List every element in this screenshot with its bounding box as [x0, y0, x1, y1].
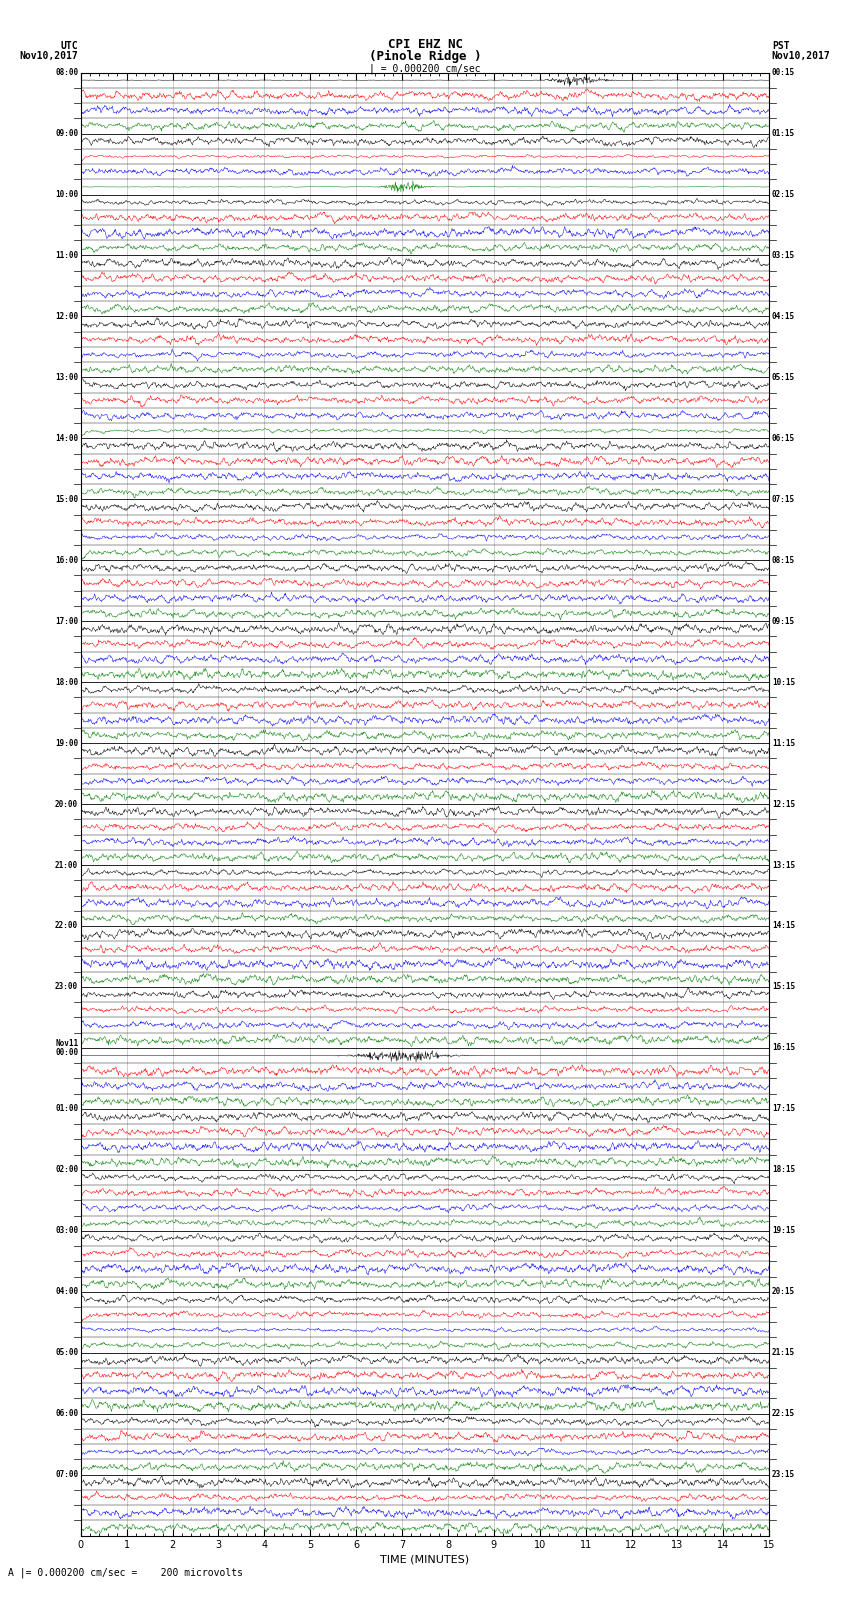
Text: Nov10,2017: Nov10,2017 — [772, 52, 830, 61]
Text: 14:00: 14:00 — [55, 434, 78, 444]
Text: 23:15: 23:15 — [772, 1469, 795, 1479]
Text: 16:15: 16:15 — [772, 1044, 795, 1052]
Text: 05:15: 05:15 — [772, 373, 795, 382]
Text: 07:00: 07:00 — [55, 1469, 78, 1479]
Text: 10:15: 10:15 — [772, 677, 795, 687]
Text: 11:00: 11:00 — [55, 252, 78, 260]
Text: PST: PST — [772, 40, 790, 50]
Text: 20:15: 20:15 — [772, 1287, 795, 1297]
Text: 00:00: 00:00 — [55, 1048, 78, 1057]
Text: 06:00: 06:00 — [55, 1410, 78, 1418]
Text: 03:00: 03:00 — [55, 1226, 78, 1236]
X-axis label: TIME (MINUTES): TIME (MINUTES) — [381, 1555, 469, 1565]
Text: 21:15: 21:15 — [772, 1348, 795, 1357]
Text: 10:00: 10:00 — [55, 190, 78, 198]
Text: 06:15: 06:15 — [772, 434, 795, 444]
Text: 19:00: 19:00 — [55, 739, 78, 747]
Text: 18:15: 18:15 — [772, 1165, 795, 1174]
Text: Nov11: Nov11 — [55, 1039, 78, 1048]
Text: 13:00: 13:00 — [55, 373, 78, 382]
Text: 04:00: 04:00 — [55, 1287, 78, 1297]
Text: 12:15: 12:15 — [772, 800, 795, 808]
Text: 01:00: 01:00 — [55, 1105, 78, 1113]
Text: 08:15: 08:15 — [772, 556, 795, 565]
Text: A |= 0.000200 cm/sec =    200 microvolts: A |= 0.000200 cm/sec = 200 microvolts — [8, 1566, 243, 1578]
Text: 07:15: 07:15 — [772, 495, 795, 503]
Text: UTC: UTC — [60, 40, 78, 50]
Text: | = 0.000200 cm/sec: | = 0.000200 cm/sec — [369, 63, 481, 74]
Text: 13:15: 13:15 — [772, 861, 795, 869]
Text: 01:15: 01:15 — [772, 129, 795, 139]
Text: 21:00: 21:00 — [55, 861, 78, 869]
Text: 20:00: 20:00 — [55, 800, 78, 808]
Text: 17:00: 17:00 — [55, 616, 78, 626]
Text: 14:15: 14:15 — [772, 921, 795, 931]
Text: 09:15: 09:15 — [772, 616, 795, 626]
Text: (Pinole Ridge ): (Pinole Ridge ) — [369, 50, 481, 63]
Text: 15:00: 15:00 — [55, 495, 78, 503]
Text: 00:15: 00:15 — [772, 68, 795, 77]
Text: 11:15: 11:15 — [772, 739, 795, 747]
Text: 02:00: 02:00 — [55, 1165, 78, 1174]
Text: 22:00: 22:00 — [55, 921, 78, 931]
Text: 17:15: 17:15 — [772, 1105, 795, 1113]
Text: Nov10,2017: Nov10,2017 — [20, 52, 78, 61]
Text: 23:00: 23:00 — [55, 982, 78, 992]
Text: 03:15: 03:15 — [772, 252, 795, 260]
Text: 12:00: 12:00 — [55, 311, 78, 321]
Text: 16:00: 16:00 — [55, 556, 78, 565]
Text: 18:00: 18:00 — [55, 677, 78, 687]
Text: 09:00: 09:00 — [55, 129, 78, 139]
Text: 05:00: 05:00 — [55, 1348, 78, 1357]
Text: 08:00: 08:00 — [55, 68, 78, 77]
Text: 22:15: 22:15 — [772, 1410, 795, 1418]
Text: 02:15: 02:15 — [772, 190, 795, 198]
Text: CPI EHZ NC: CPI EHZ NC — [388, 37, 462, 50]
Text: 04:15: 04:15 — [772, 311, 795, 321]
Text: 15:15: 15:15 — [772, 982, 795, 992]
Text: 19:15: 19:15 — [772, 1226, 795, 1236]
